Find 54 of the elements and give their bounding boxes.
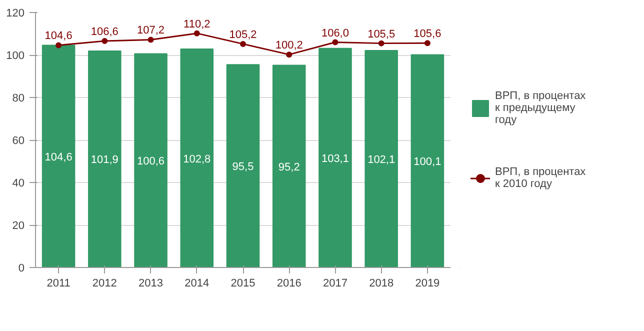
bar [42, 44, 76, 268]
data-label: 104,6 [44, 151, 72, 164]
y-tick-label: 80 [12, 92, 25, 104]
x-tick-label: 2018 [369, 278, 394, 290]
y-tick-label: 20 [12, 220, 25, 232]
bar [180, 48, 214, 268]
data-label: 102,1 [368, 154, 396, 166]
data-label: 110,2 [184, 18, 210, 30]
data-label: 103,1 [321, 152, 349, 165]
data-label: 95,5 [232, 161, 254, 174]
y-tick-label: 40 [12, 178, 25, 190]
y-tick-label: 100 [6, 50, 25, 62]
y-tick-label: 60 [12, 135, 25, 147]
y-tick-label: 0 [18, 262, 25, 274]
bar [134, 53, 168, 268]
x-tick-label: 2014 [184, 278, 210, 290]
data-label: 102,8 [183, 153, 211, 166]
bar [364, 50, 398, 268]
data-label: 107,2 [137, 24, 165, 37]
x-tick-label: 2012 [92, 278, 117, 290]
point [56, 42, 62, 48]
legend-label: ВРП, в процентах к предыдущему году [495, 90, 586, 126]
data-label: 100,6 [137, 156, 165, 168]
point [332, 39, 338, 46]
point [286, 52, 292, 58]
x-tick-label: 2017 [322, 278, 348, 290]
data-label: 100,2 [275, 40, 303, 52]
x-tick-label: 2013 [138, 278, 164, 290]
bar [226, 64, 260, 268]
bar [272, 64, 306, 268]
point [194, 30, 200, 36]
bar [318, 48, 352, 268]
data-label: 106,6 [90, 26, 118, 38]
point [424, 40, 430, 46]
x-tick-label: 2016 [276, 278, 302, 290]
point [102, 38, 108, 44]
x-tick-label: 2015 [230, 278, 256, 290]
data-label: 101,9 [90, 154, 118, 166]
bar [88, 50, 122, 268]
bar [410, 54, 444, 268]
data-label: 105,6 [414, 28, 442, 40]
point [148, 36, 154, 43]
data-label: 100,1 [414, 156, 442, 168]
x-tick-label: 2011 [46, 278, 70, 290]
data-label: 105,2 [229, 28, 257, 41]
legend-label: ВРП, в процентах к 2010 году [495, 166, 586, 190]
y-tick-label: 120 [6, 8, 25, 20]
data-label: 106,0 [321, 27, 349, 40]
data-label: 105,5 [368, 28, 396, 40]
point [240, 40, 246, 47]
x-tick-label: 2019 [415, 278, 440, 290]
point [378, 40, 384, 46]
data-label: 104,6 [44, 30, 72, 42]
data-label: 95,2 [278, 161, 300, 174]
